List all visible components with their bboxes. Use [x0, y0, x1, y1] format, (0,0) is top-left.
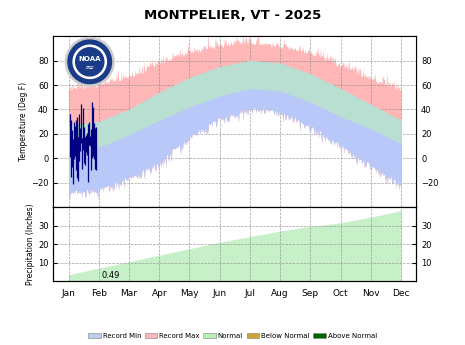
Y-axis label: Temperature (Deg F): Temperature (Deg F): [20, 82, 28, 161]
Y-axis label: Precipitation (Inches): Precipitation (Inches): [26, 203, 35, 285]
Text: 0.49: 0.49: [102, 271, 120, 280]
Legend: Record Min, Record Max, Normal, Below Normal, Above Normal: Record Min, Record Max, Normal, Below No…: [85, 330, 380, 342]
Text: MONTPELIER, VT - 2025: MONTPELIER, VT - 2025: [144, 9, 321, 22]
